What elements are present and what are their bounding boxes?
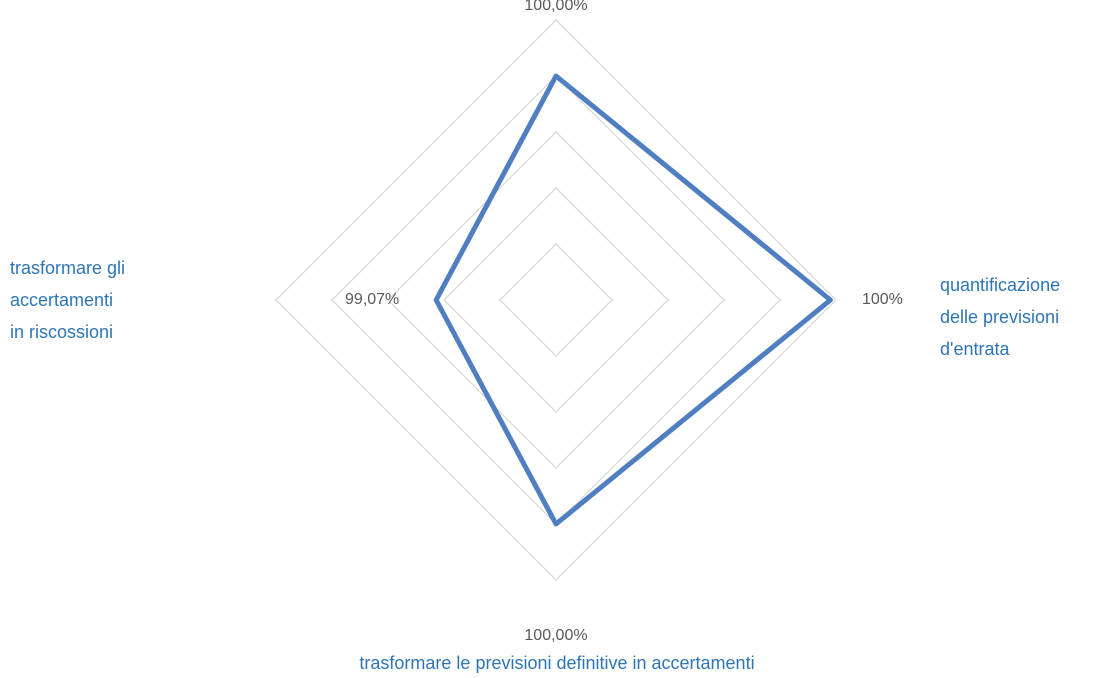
grid-ring — [499, 243, 613, 357]
category-label: quantificazione delle previsioni d'entra… — [940, 275, 1061, 359]
grid-ring — [443, 187, 669, 413]
grid-ring — [387, 131, 725, 469]
category-label: trasformare le previsioni definitive in … — [359, 653, 755, 673]
value-label: 99,07% — [345, 291, 399, 308]
grid-ring — [275, 19, 837, 581]
value-label: 100,00% — [524, 627, 587, 644]
value-label: 100,00% — [524, 0, 587, 14]
value-label: 100% — [862, 291, 903, 308]
category-label: trasformare gli accertamenti in riscossi… — [10, 258, 126, 342]
series-line — [433, 73, 833, 527]
